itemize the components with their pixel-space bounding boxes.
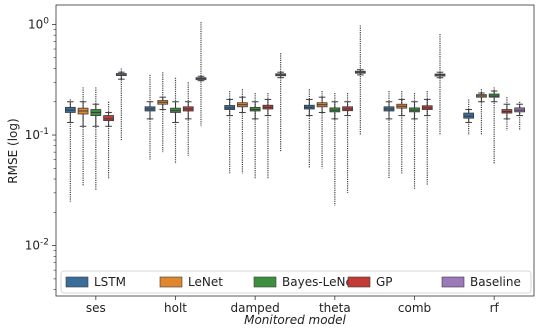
box-groups — [64, 22, 526, 206]
legend-label: GP — [376, 275, 393, 289]
legend-frame — [60, 270, 532, 294]
y-tick-label: 10-2 — [25, 238, 49, 253]
box-Bayes-LeNet — [488, 93, 500, 98]
legend-label: LSTM — [94, 275, 126, 289]
legend-swatch-LSTM — [65, 276, 89, 288]
y-axis: 100 10-1 10-2 — [25, 16, 56, 290]
x-tick-label: damped — [231, 301, 280, 315]
box-LSTM — [463, 112, 475, 119]
plot-area — [55, 4, 535, 297]
x-axis: ses holt damped theta comb rf — [86, 296, 500, 315]
legend-label: Bayes-LeNet — [282, 275, 358, 289]
legend-swatch-LeNet — [159, 276, 183, 288]
box-group-theta — [303, 25, 366, 206]
y-tick-exponent: -2 — [40, 238, 49, 248]
box-group-rf — [463, 87, 526, 164]
box-group-holt — [144, 22, 207, 164]
y-tick-exponent: 0 — [43, 16, 49, 26]
x-tick-label: holt — [164, 301, 187, 315]
legend-label: Baseline — [470, 275, 521, 289]
box-group-damped — [224, 53, 287, 180]
y-tick-label: 10-1 — [25, 127, 49, 142]
box-group-comb — [383, 33, 446, 190]
box-GP — [103, 115, 114, 122]
legend-label: LeNet — [188, 275, 223, 289]
x-tick-label: theta — [319, 301, 351, 315]
legend-swatch-Baseline — [441, 276, 465, 288]
x-axis-title: Monitored model — [244, 313, 346, 327]
x-tick-label: rf — [490, 301, 500, 315]
y-axis-title: RMSE (log) — [6, 118, 20, 183]
y-tick-label: 100 — [28, 16, 49, 31]
box-group-ses — [64, 68, 127, 202]
legend-swatch-GP — [347, 276, 371, 288]
x-tick-label: ses — [86, 301, 106, 315]
legend: LSTM LeNet Bayes-LeNet GP Baseline — [60, 270, 532, 294]
y-tick-exponent: -1 — [40, 127, 49, 137]
x-tick-label: comb — [398, 301, 431, 315]
legend-swatch-Bayes-LeNet — [253, 276, 277, 288]
